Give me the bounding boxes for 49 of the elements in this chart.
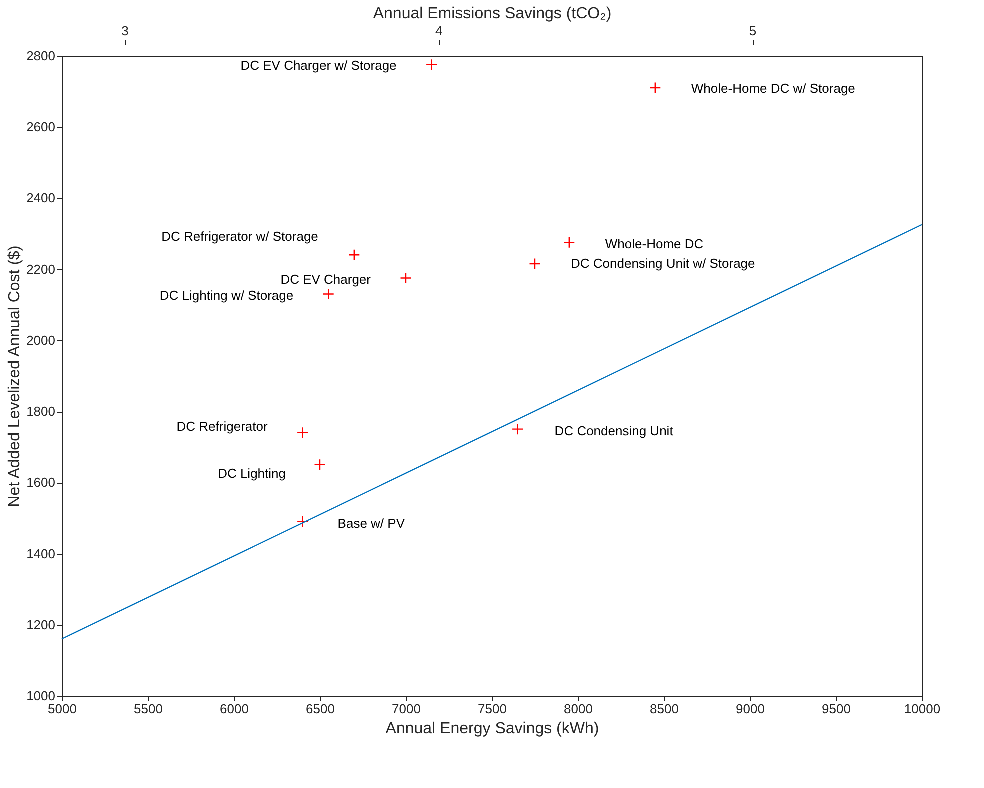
x-tick-label: 10000 [904, 702, 941, 716]
y-tick-label: 1400 [26, 546, 56, 562]
x-tick-label: 9000 [736, 702, 765, 716]
point [400, 272, 412, 284]
y-tick-label: 2600 [26, 120, 56, 135]
x2-tick-label: 4 [436, 24, 443, 38]
x-tick-label: 8500 [650, 702, 679, 716]
x-tick-label: 5000 [48, 702, 77, 716]
point [512, 423, 524, 436]
x-tick-label: 5500 [134, 702, 163, 716]
y-tick-label: 2200 [26, 262, 56, 277]
point [296, 516, 309, 528]
y-axis-title: Net Added Levelized Annual Cost ($) [6, 246, 24, 508]
x-tick-label: 7000 [392, 702, 421, 716]
x2-tick-label: 3 [122, 24, 129, 38]
annotation: Base w/ PV [338, 516, 406, 531]
annotation: DC Refrigerator [176, 418, 268, 434]
annotation: DC Condensing Unit [554, 423, 674, 438]
point [426, 59, 438, 71]
annotation: DC Refrigerator w/ Storage [162, 229, 318, 244]
x2-axis-title: Annual Emissions Savings (tCO₂) [373, 6, 612, 22]
y-tick-label: 2800 [26, 48, 56, 64]
annotation: DC Condensing Unit w/ Storage [571, 256, 756, 271]
point [348, 249, 360, 261]
point [564, 236, 576, 249]
annotation: Whole-Home DC [605, 236, 704, 252]
annotation: DC EV Charger w/ Storage [240, 58, 397, 73]
x-tick-label: 9500 [822, 702, 851, 716]
point [529, 258, 541, 270]
annotation: DC Lighting w/ Storage [160, 288, 294, 304]
x-tick-label: 7500 [478, 702, 507, 716]
y-tick-label: 1200 [26, 617, 56, 632]
annotation: DC Lighting [218, 466, 286, 481]
x-tick-label: 6000 [220, 702, 249, 716]
y-tick-label: 2000 [26, 332, 56, 348]
y-tick-label: 1800 [26, 404, 56, 420]
y-tick-label: 2400 [26, 190, 56, 206]
x-axis-title: Annual Energy Savings (kWh) [386, 720, 600, 738]
point [650, 82, 662, 94]
point [296, 427, 309, 439]
annotation: Whole-Home DC w/ Storage [691, 81, 856, 96]
y-tick-label: 1000 [26, 688, 56, 704]
y-tick-label: 1600 [26, 475, 56, 490]
x2-tick-label: 5 [749, 24, 757, 38]
x-tick-label: 6500 [306, 702, 335, 716]
point [314, 459, 326, 471]
point [322, 288, 334, 300]
x-tick-label: 8000 [564, 702, 593, 716]
annotation: DC EV Charger [280, 272, 372, 288]
